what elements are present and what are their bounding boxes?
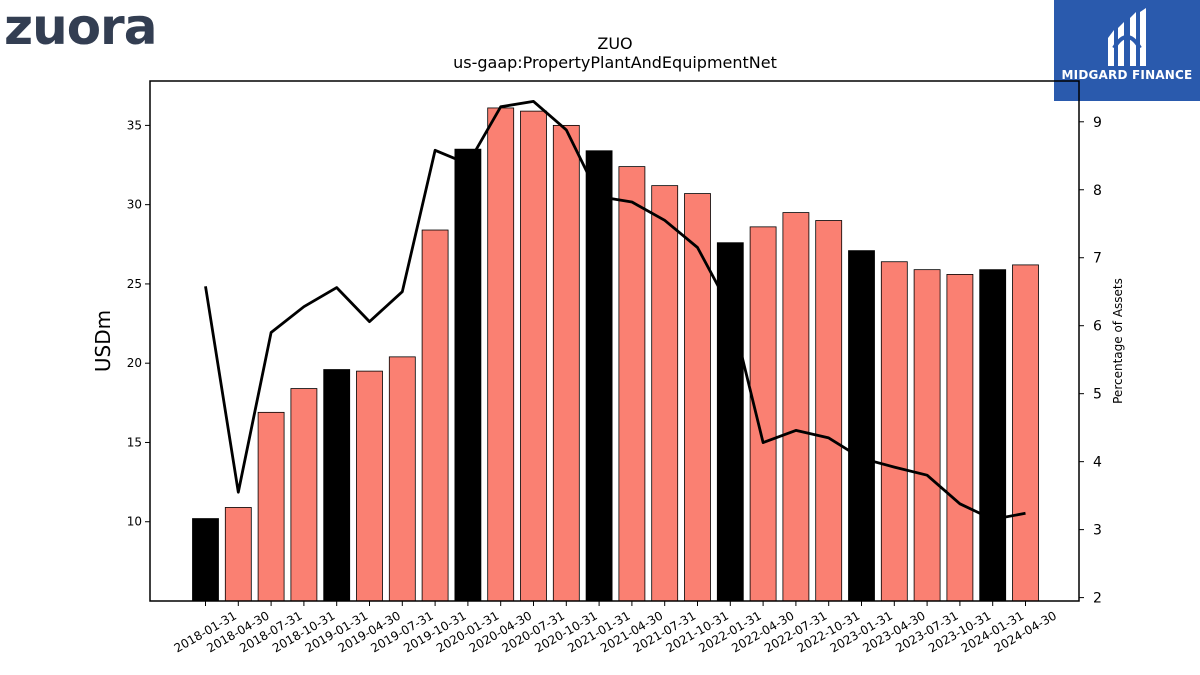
y-tick-label: 30 [127,198,142,212]
y-tick-label: 20 [127,356,142,370]
y2-tick-label: 4 [1093,455,1102,471]
bar-2018-10-31 [290,388,318,602]
bar-2023-04-30 [880,261,908,602]
y-tick-label: 10 [127,515,142,529]
y2-tick-label: 7 [1093,251,1102,267]
midgard-finance-label: MIDGARD FINANCE [1061,68,1193,82]
y2-tick-label: 8 [1093,183,1102,199]
y2-tick-label: 6 [1093,319,1102,335]
bar-2018-01-31 [192,518,219,602]
y-tick-label: 25 [127,277,142,291]
midgard-mark-icon [1108,8,1146,66]
bar-2018-04-30 [224,507,252,602]
chart-subtitle: us-gaap:PropertyPlantAndEquipmentNet [453,53,777,72]
y2-axis-label: Percentage of Assets [1111,278,1125,404]
bar-2023-10-31 [946,274,974,602]
y2-tick-label: 2 [1093,591,1102,607]
bar-2020-04-30 [487,107,515,602]
y-tick-label: 15 [127,435,142,449]
bar-2024-04-30 [1012,264,1039,602]
bar-2021-10-31 [684,193,711,602]
bar-2022-07-31 [782,212,810,602]
bar-2021-04-30 [618,166,646,602]
bar-2022-04-30 [749,226,777,602]
bar-2022-01-31 [716,242,744,602]
bar-2018-07-31 [257,411,285,602]
bar-2022-10-31 [815,220,843,602]
y2-tick-label: 9 [1093,115,1102,131]
bar-2023-01-31 [848,250,875,602]
chart-title: ZUO [597,34,632,53]
y2-tick-label: 3 [1093,523,1102,539]
bar-2020-10-31 [552,124,580,602]
bar-2024-01-31 [979,269,1007,602]
bar-2021-07-31 [651,185,679,602]
bar-2020-07-31 [520,110,547,602]
zuora-logo: zuora [4,0,157,56]
bar-2020-01-31 [454,148,482,602]
plot-frame [149,80,1080,602]
y2-tick-label: 5 [1093,387,1102,403]
bar-2019-04-30 [356,370,383,602]
bar-2023-07-31 [913,269,941,602]
y-axis-label: USDm [91,310,115,372]
y-tick-label: 35 [127,118,142,132]
bar-2019-07-31 [388,356,416,602]
bar-2021-01-31 [585,150,613,602]
percentage-line [204,100,1026,521]
bar-2019-10-31 [421,229,449,602]
bar-2019-01-31 [323,369,351,602]
